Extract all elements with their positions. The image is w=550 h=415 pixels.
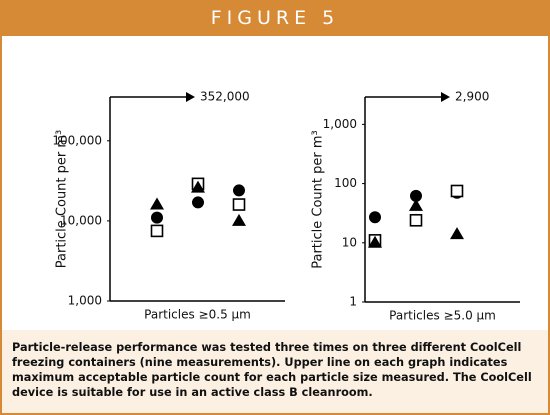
marker-circle (410, 189, 422, 202)
y-tick-label: 10 (342, 235, 357, 249)
marker-triangle (232, 213, 246, 226)
marker-circle (151, 211, 163, 224)
limit-label: 2,900 (455, 90, 489, 104)
y-tick-label: 1,000 (68, 294, 102, 308)
y-tick-label: 1 (349, 295, 357, 309)
y-axis-title: Particle Count per m³ (55, 130, 70, 269)
y-tick-label: 100,000 (52, 133, 102, 147)
marker-square (232, 198, 246, 211)
limit-label: 352,000 (200, 90, 250, 104)
caption-background (2, 330, 548, 413)
marker-triangle (150, 197, 164, 210)
charts: 1,000 10,000 100,000 352,000 Particles ≥0.5 … (52, 90, 520, 323)
marker-triangle (368, 235, 382, 248)
marker-triangle (191, 180, 205, 193)
marker-circle (369, 211, 381, 224)
caption: Particle-release performance was tested … (12, 341, 532, 399)
figure-title: FIGURE 5 (0, 0, 550, 36)
y-axis-title: Particle Count per m³ (311, 130, 326, 269)
marker-circle (192, 196, 204, 209)
marker-square (150, 224, 164, 238)
y-tick-label: 10,000 (60, 213, 102, 227)
y-tick-label: 1,000 (323, 117, 357, 131)
limit-arrowhead (441, 92, 450, 102)
marker-triangle (409, 198, 423, 211)
marker-triangle (450, 227, 464, 240)
marker-circle (233, 184, 245, 197)
x-axis-title: Particles ≥0.5 µm (144, 308, 251, 322)
marker-square (450, 184, 464, 198)
y-tick-label: 100 (334, 176, 357, 190)
limit-arrowhead (186, 92, 195, 102)
marker-square (409, 213, 423, 227)
x-axis-title: Particles ≥5.0 µm (389, 309, 496, 323)
